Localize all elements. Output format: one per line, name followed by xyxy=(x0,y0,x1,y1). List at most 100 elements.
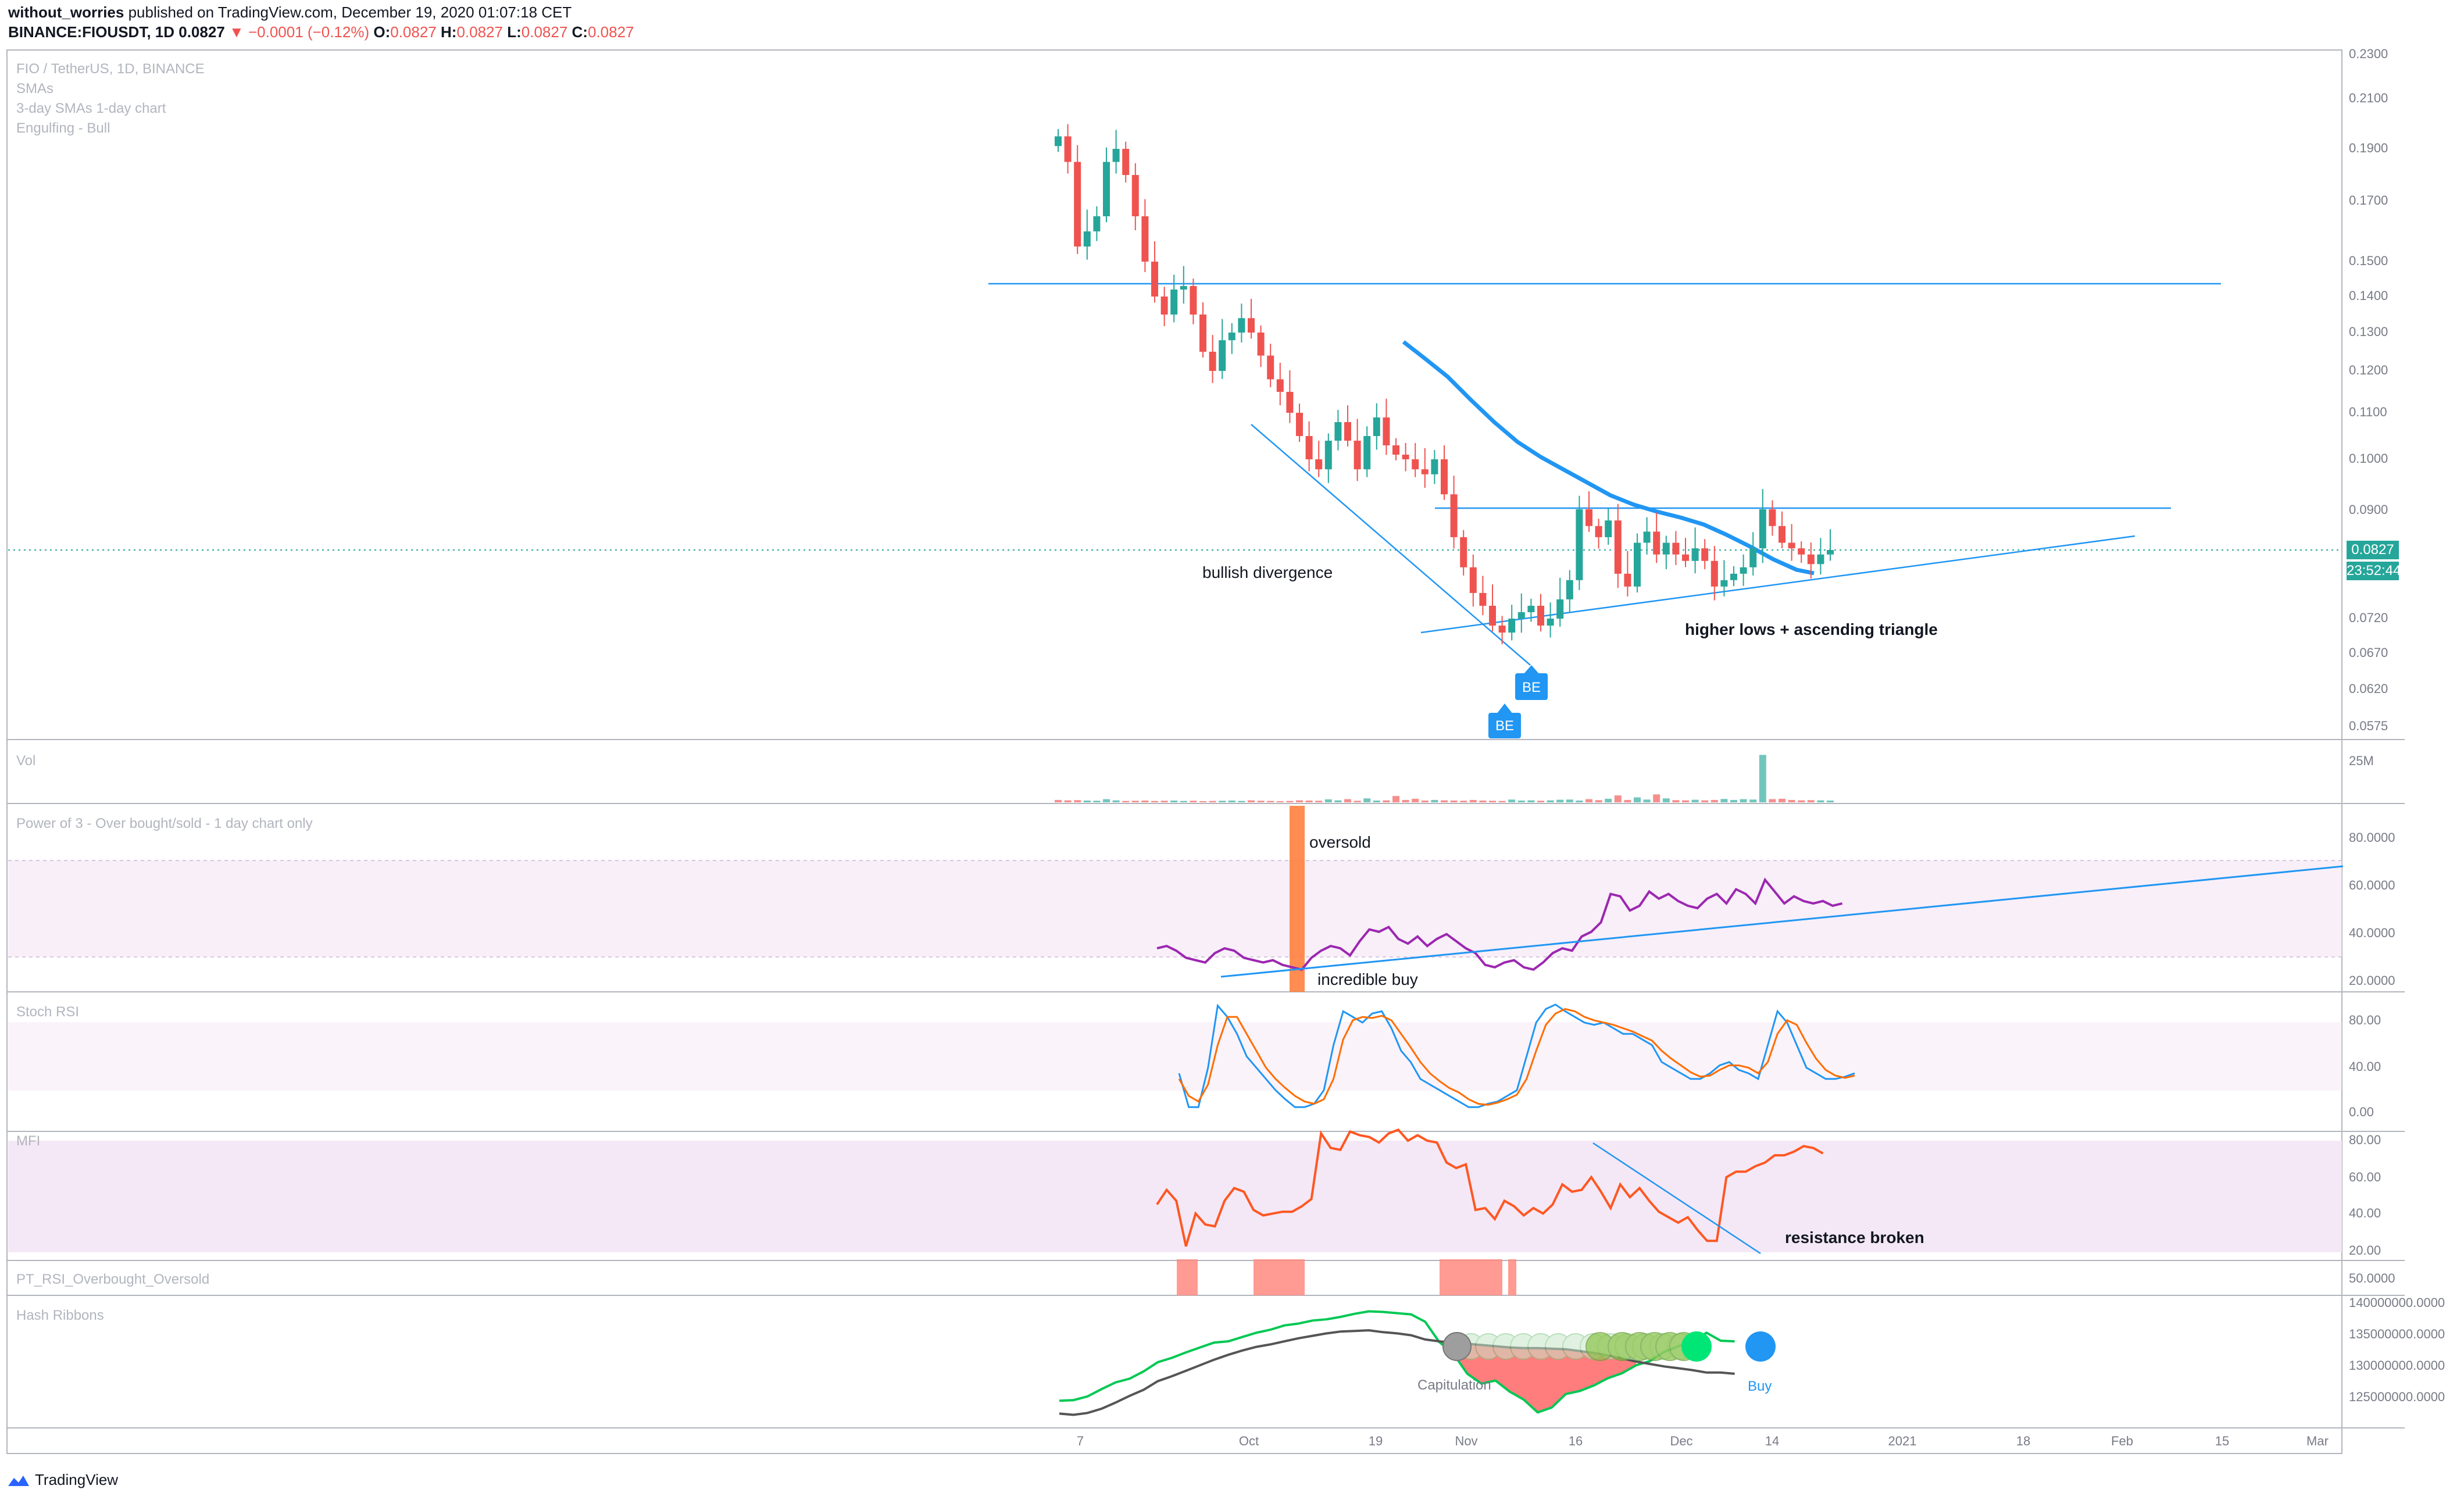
candle[interactable] xyxy=(1344,405,1351,447)
candle[interactable] xyxy=(1055,128,1062,152)
candle[interactable] xyxy=(1537,594,1544,632)
candle[interactable] xyxy=(1315,441,1323,477)
legend-mfi[interactable]: MFI xyxy=(16,1133,40,1149)
candle[interactable] xyxy=(1566,570,1573,613)
candle[interactable] xyxy=(1595,519,1602,549)
candle[interactable] xyxy=(1556,577,1564,627)
candle[interactable] xyxy=(1383,398,1390,455)
price-axis[interactable]: 0.2300 0.2100 0.1900 0.1700 0.1500 0.140… xyxy=(2349,47,2388,733)
candle[interactable] xyxy=(1064,124,1072,174)
candle[interactable] xyxy=(1605,508,1612,545)
candle[interactable] xyxy=(1190,278,1197,324)
power-of-3-line[interactable] xyxy=(1156,877,1843,971)
legend-hash[interactable]: Hash Ribbons xyxy=(16,1308,104,1323)
candle[interactable] xyxy=(1634,533,1641,593)
candle[interactable] xyxy=(1614,503,1622,588)
candle[interactable] xyxy=(1710,546,1718,601)
candle[interactable] xyxy=(1160,287,1168,327)
candle[interactable] xyxy=(1498,616,1506,645)
candle[interactable] xyxy=(1354,419,1361,481)
candle[interactable] xyxy=(1691,527,1699,574)
candle[interactable] xyxy=(1238,303,1245,343)
divergence-trendline[interactable] xyxy=(1251,424,1531,666)
mfi-line[interactable] xyxy=(1156,1128,1824,1247)
candle[interactable] xyxy=(1074,145,1081,254)
candle[interactable] xyxy=(1720,560,1728,597)
candle[interactable] xyxy=(1807,542,1815,579)
candle[interactable] xyxy=(1682,538,1689,567)
candle[interactable] xyxy=(1219,319,1226,379)
candle[interactable] xyxy=(1450,476,1458,549)
annotation-buy[interactable]: Buy xyxy=(1748,1378,1772,1394)
candle[interactable] xyxy=(1701,539,1709,570)
candle[interactable] xyxy=(1392,438,1399,460)
annotation-capitulation[interactable]: Capitulation xyxy=(1417,1377,1491,1393)
sma-line[interactable] xyxy=(1402,340,1815,576)
candle[interactable] xyxy=(1479,576,1487,616)
candle[interactable] xyxy=(1585,491,1592,532)
annotation-ascending-triangle[interactable]: higher lows + ascending triangle xyxy=(1685,620,1938,638)
candle[interactable] xyxy=(1662,535,1670,570)
legend-power[interactable]: Power of 3 - Over bought/sold - 1 day ch… xyxy=(16,816,313,831)
candle[interactable] xyxy=(1827,529,1834,561)
candle[interactable] xyxy=(1517,593,1525,633)
stoch-d-line[interactable] xyxy=(1178,1008,1855,1106)
candle[interactable] xyxy=(1334,409,1342,451)
author[interactable]: without_worries xyxy=(8,3,124,21)
candle[interactable] xyxy=(1740,554,1747,586)
candle[interactable] xyxy=(1141,199,1149,272)
candle[interactable] xyxy=(1296,403,1303,442)
legend-vol[interactable]: Vol xyxy=(16,753,35,769)
candle[interactable] xyxy=(1421,448,1429,488)
candle[interactable] xyxy=(1441,445,1448,500)
volume-bars[interactable] xyxy=(1055,755,1834,802)
candle[interactable] xyxy=(1759,489,1766,563)
candle[interactable] xyxy=(1653,512,1660,563)
candle[interactable] xyxy=(1769,500,1776,536)
legend-engulfing[interactable]: Engulfing - Bull xyxy=(16,120,110,136)
candle[interactable] xyxy=(1672,531,1680,565)
annotation-resistance-broken[interactable]: resistance broken xyxy=(1785,1228,1924,1247)
candle[interactable] xyxy=(1643,517,1651,555)
legend-stoch[interactable]: Stoch RSI xyxy=(16,1004,79,1020)
candle[interactable] xyxy=(1527,598,1535,622)
rsi-trendline[interactable] xyxy=(1220,865,2344,978)
candle[interactable] xyxy=(1093,206,1101,241)
candle[interactable] xyxy=(1547,602,1554,638)
be-marker[interactable]: BE xyxy=(1488,703,1521,738)
candle[interactable] xyxy=(1730,566,1737,587)
candle[interactable] xyxy=(1817,538,1824,575)
candle[interactable] xyxy=(1402,442,1409,472)
candle[interactable] xyxy=(1180,266,1187,304)
candle[interactable] xyxy=(1779,511,1785,549)
candle[interactable] xyxy=(1083,209,1091,260)
legend-3day-smas[interactable]: 3-day SMAs 1-day chart xyxy=(16,101,166,116)
candle[interactable] xyxy=(1103,147,1110,223)
candle[interactable] xyxy=(1324,433,1332,483)
candle[interactable] xyxy=(1305,421,1313,472)
candle[interactable] xyxy=(1508,605,1516,641)
candle[interactable] xyxy=(1363,426,1371,477)
stoch-k-line[interactable] xyxy=(1178,1003,1855,1108)
candle[interactable] xyxy=(1373,403,1380,450)
candle[interactable] xyxy=(1112,130,1120,174)
candle[interactable] xyxy=(1788,524,1795,561)
candle[interactable] xyxy=(1286,370,1294,423)
candle[interactable] xyxy=(1131,163,1139,231)
candle[interactable] xyxy=(1248,298,1255,339)
candle[interactable] xyxy=(1749,532,1757,576)
candle[interactable] xyxy=(1460,530,1467,576)
legend-title[interactable]: FIO / TetherUS, 1D, BINANCE xyxy=(16,61,205,77)
candle[interactable] xyxy=(1412,443,1419,477)
candle[interactable] xyxy=(1576,495,1583,591)
legend-smas[interactable]: SMAs xyxy=(16,81,53,97)
hash-fast-line[interactable] xyxy=(1059,1310,1735,1414)
time-axis[interactable]: 7 Oct 19 Nov 16 Dec 14 2021 18 Feb 15 Ma… xyxy=(1077,1434,2329,1448)
candle[interactable] xyxy=(1209,335,1216,383)
candle[interactable] xyxy=(1624,551,1631,597)
candle[interactable] xyxy=(1257,325,1265,367)
annotation-oversold[interactable]: oversold xyxy=(1309,833,1371,851)
candle[interactable] xyxy=(1469,554,1477,607)
candles[interactable] xyxy=(1055,124,1834,645)
